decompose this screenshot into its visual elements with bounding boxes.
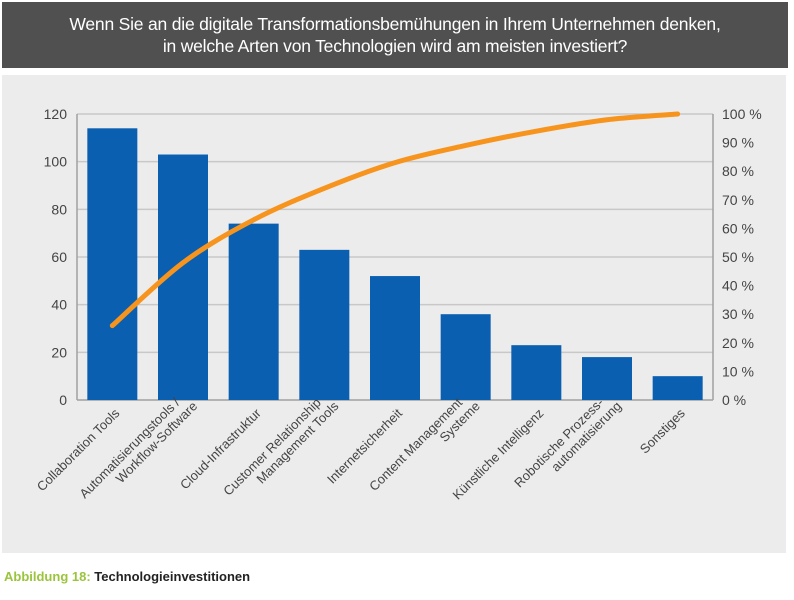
y2-tick-label: 70 % bbox=[722, 192, 754, 208]
y2-tick-label: 10 % bbox=[722, 363, 754, 379]
y2-tick-label: 0 % bbox=[722, 392, 746, 408]
bar bbox=[652, 376, 703, 400]
bar bbox=[87, 128, 138, 401]
bar bbox=[299, 249, 350, 400]
x-tick-label: Sonstiges bbox=[637, 405, 688, 456]
x-tick-label-line: Content Management bbox=[366, 395, 465, 494]
y2-tick-label: 80 % bbox=[722, 163, 754, 179]
x-tick-label-line: Sonstiges bbox=[637, 405, 688, 456]
chart-title: Wenn Sie an die digitale Transformations… bbox=[2, 2, 788, 68]
y2-tick-label: 30 % bbox=[722, 306, 754, 322]
y2-tick-label: 50 % bbox=[722, 249, 754, 265]
chart-title-line-2: in welche Arten von Technologien wird am… bbox=[162, 36, 628, 56]
x-tick-label-line: Customer Relationship bbox=[220, 395, 324, 499]
y-tick-label: 100 bbox=[44, 154, 68, 170]
x-tick-label: Robotische Prozess-automatisierung bbox=[511, 388, 624, 501]
y2-tick-label: 40 % bbox=[722, 278, 754, 294]
x-tick-label-line: Automatisierungstools / bbox=[76, 395, 182, 501]
chart-title-line-1: Wenn Sie an die digitale Transformations… bbox=[69, 14, 721, 34]
y-tick-label: 0 bbox=[59, 392, 67, 408]
y2-tick-label: 60 % bbox=[722, 220, 754, 236]
y-tick-label: 60 bbox=[51, 249, 67, 265]
bar bbox=[582, 357, 632, 400]
x-tick-label-line: Robotische Prozess- bbox=[511, 395, 606, 490]
x-tick-label: Automatisierungstools /Workflow-Software bbox=[76, 388, 200, 512]
x-tick-label: Collaboration Tools bbox=[34, 405, 123, 494]
y-tick-label: 20 bbox=[51, 344, 67, 360]
bar bbox=[370, 276, 420, 400]
y-tick-label: 80 bbox=[51, 201, 67, 217]
figure-caption: Abbildung 18: Technologieinvestitionen bbox=[4, 569, 250, 584]
y2-tick-label: 20 % bbox=[722, 335, 754, 351]
bar bbox=[440, 314, 491, 400]
caption-text: Technologieinvestitionen bbox=[94, 569, 251, 584]
y2-tick-label: 100 % bbox=[722, 106, 762, 122]
bar bbox=[511, 345, 562, 400]
x-tick-label-line: Collaboration Tools bbox=[34, 405, 123, 494]
y-tick-label: 40 bbox=[51, 297, 67, 313]
y-tick-label: 120 bbox=[44, 106, 68, 122]
caption-label: Abbildung 18: bbox=[4, 569, 91, 584]
x-tick-label: Customer RelationshipManagement Tools bbox=[220, 387, 342, 509]
bar bbox=[228, 223, 279, 400]
y2-tick-label: 90 % bbox=[722, 135, 754, 151]
cumulative-line bbox=[109, 111, 681, 329]
